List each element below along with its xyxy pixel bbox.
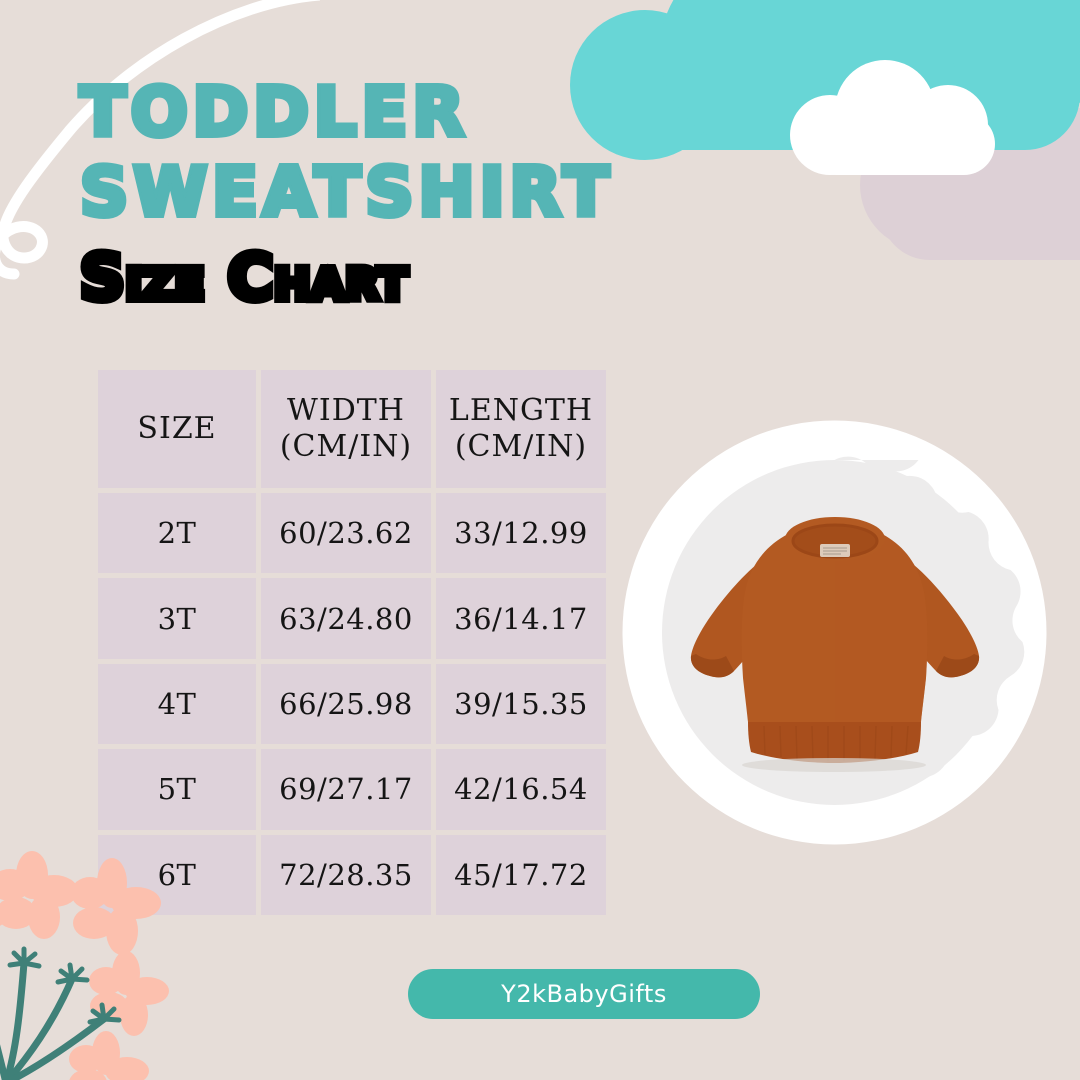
header-cell-size: SIZE xyxy=(98,370,256,488)
header-cell-length: LENGTH (CM/IN) xyxy=(436,370,606,488)
header-cell-width: WIDTH (CM/IN) xyxy=(261,370,431,488)
cell-length: 39/15.35 xyxy=(436,663,606,745)
table-row: 4T 66/25.98 39/15.35 xyxy=(98,663,606,745)
cell-size: 2T xyxy=(98,493,256,574)
header-length-label: LENGTH xyxy=(448,393,594,428)
title-line-2: Sweatshirt xyxy=(77,150,614,234)
table-row: 2T 60/23.62 33/12.99 xyxy=(98,493,606,574)
cell-width: 69/27.17 xyxy=(261,749,431,830)
header-width-label: WIDTH xyxy=(287,393,405,428)
page-subtitle: Size Chart xyxy=(76,238,411,318)
cell-length: 45/17.72 xyxy=(436,834,606,916)
cell-length: 36/14.17 xyxy=(436,578,606,659)
size-chart-table: SIZE WIDTH (CM/IN) LENGTH (CM/IN) 2T 60/… xyxy=(98,370,606,916)
neck-label-icon xyxy=(820,544,850,557)
brand-label: Y2kBabyGifts xyxy=(501,980,667,1008)
flower-sprig-icon xyxy=(0,851,169,1080)
cell-length: 42/16.54 xyxy=(436,749,606,830)
cell-width: 66/25.98 xyxy=(261,663,431,745)
header-length-units: (CM/IN) xyxy=(454,429,588,464)
table-row: 5T 69/27.17 42/16.54 xyxy=(98,749,606,830)
brand-badge[interactable]: Y2kBabyGifts xyxy=(408,969,760,1019)
page-title-block: Toddler Sweatshirt Size Chart xyxy=(76,70,760,318)
cell-size: 5T xyxy=(98,749,256,830)
sweatshirt-illustration xyxy=(690,517,980,772)
cell-width: 72/28.35 xyxy=(261,834,431,916)
product-photo-frame xyxy=(622,420,1047,845)
title-line-1: Toddler xyxy=(77,70,469,154)
cell-size: 3T xyxy=(98,578,256,659)
cell-width: 63/24.80 xyxy=(261,578,431,659)
product-photo xyxy=(662,460,1007,805)
table-row: 6T 72/28.35 45/17.72 xyxy=(98,834,606,916)
cell-length: 33/12.99 xyxy=(436,493,606,574)
table-header-row: SIZE WIDTH (CM/IN) LENGTH (CM/IN) xyxy=(98,370,606,488)
header-size-label: SIZE xyxy=(137,411,217,446)
cell-width: 60/23.62 xyxy=(261,493,431,574)
header-width-units: (CM/IN) xyxy=(279,429,413,464)
cell-size: 4T xyxy=(98,663,256,745)
squiggle-line-icon xyxy=(0,0,320,280)
table-row: 3T 63/24.80 36/14.17 xyxy=(98,578,606,659)
cloud-white-icon xyxy=(790,55,1010,175)
